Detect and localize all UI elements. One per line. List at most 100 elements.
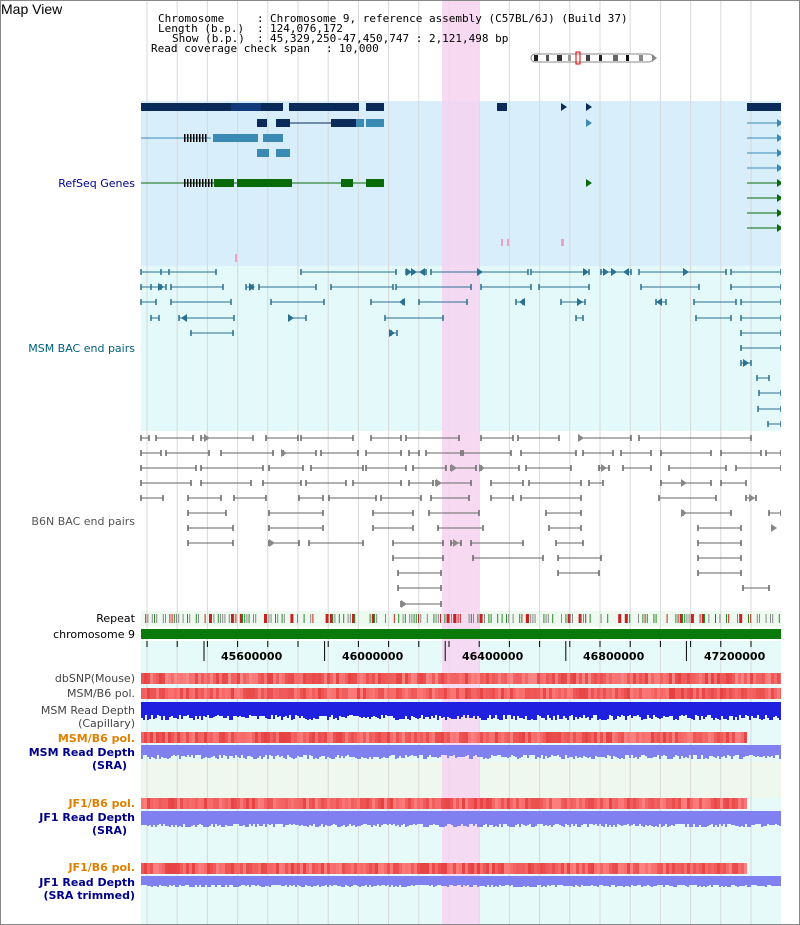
- msm-depth-capillary-bar: [511, 702, 513, 719]
- msm-b6-pol-strip-2: [348, 732, 351, 743]
- jf1-b6-pol-strip-2: [297, 863, 300, 874]
- jf1-b6-pol-strip-2: [573, 863, 576, 874]
- jf1-depth-sra-label[interactable]: JF1 Read Depth (SRA): [1, 811, 135, 837]
- msm-b6-pol-strip: [537, 688, 540, 699]
- jf1-depth-trim-bar: [673, 876, 675, 887]
- jf1-depth-trim-bar: [769, 876, 771, 885]
- msm-depth-capillary-bar: [617, 702, 619, 716]
- jf1-depth-sra-bar: [441, 811, 443, 827]
- msm-depth-capillary-bar: [217, 702, 219, 715]
- jf1-depth-trim-bar: [187, 876, 189, 885]
- jf1-depth-sra-bar: [583, 811, 585, 824]
- dbsnp-strip: [276, 673, 279, 684]
- msm-b6-pol-strip: [684, 688, 687, 699]
- repeat-element: [246, 614, 248, 623]
- msm-depth-capillary-bar: [331, 702, 333, 715]
- b6n-bac-label[interactable]: B6N BAC end pairs: [31, 515, 135, 528]
- chromosome-track-label[interactable]: chromosome 9: [53, 628, 135, 641]
- jf1-b6-pol-strip: [561, 798, 564, 809]
- jf1-depth-trim-bar: [323, 876, 325, 886]
- jf1-depth-sra-bar: [155, 811, 157, 827]
- jf1-depth-trim-bar: [439, 876, 441, 885]
- msm-b6-pol-label-2[interactable]: MSM/B6 pol.: [57, 732, 135, 745]
- jf1-depth-sra-bar: [205, 811, 207, 827]
- msm-depth-capillary-bar: [161, 702, 163, 720]
- msm-depth-capillary-bar: [523, 702, 525, 719]
- msm-depth-sra-label[interactable]: MSM Read Depth (SRA): [1, 746, 135, 772]
- jf1-depth-sra-bar: [261, 811, 263, 826]
- msm-b6-pol-strip-2: [729, 732, 732, 743]
- jf1-b6-pol-strip-2: [555, 863, 558, 874]
- msm-depth-sra-bar: [337, 745, 339, 755]
- jf1-b6-pol-strip-2: [732, 863, 735, 874]
- dbsnp-strip: [696, 673, 699, 684]
- dbsnp-strip: [177, 673, 180, 684]
- jf1-depth-trim-bar: [565, 876, 567, 886]
- msm-depth-capillary-bar: [515, 702, 517, 720]
- jf1-b6-pol-strip-2: [624, 863, 627, 874]
- refseq-genes-label[interactable]: RefSeq Genes: [58, 177, 135, 190]
- jf1-b6-pol-strip: [588, 798, 591, 809]
- jf1-depth-trim-bar: [361, 876, 363, 886]
- jf1-b6-pol-strip-2: [348, 863, 351, 874]
- jf1-b6-pol-strip: [273, 798, 276, 809]
- msm-b6-pol-strip-2: [624, 732, 627, 743]
- dbsnp-strip: [366, 673, 369, 684]
- dbsnp-strip: [150, 673, 153, 684]
- jf1-b6-pol-strip: [231, 798, 234, 809]
- strand-arrow: [451, 464, 457, 472]
- msm-depth-capillary-label[interactable]: MSM Read Depth (Capillary): [1, 704, 135, 730]
- repeat-element: [521, 614, 523, 623]
- jf1-depth-trim-bar: [435, 876, 437, 886]
- jf1-depth-trim-bar: [737, 876, 739, 887]
- jf1-depth-sra-bar: [157, 811, 159, 825]
- msm-depth-sra-bar: [141, 745, 143, 759]
- msm-b6-pol-strip: [180, 688, 183, 699]
- jf1-depth-sra-bar: [331, 811, 333, 825]
- jf1-depth-sra-bar: [431, 811, 433, 825]
- msm-depth-capillary-bar: [555, 702, 557, 720]
- repeat-element: [178, 614, 180, 623]
- msm-depth-sra-bar: [651, 745, 653, 758]
- msm-b6-pol-strip: [444, 688, 447, 699]
- repeat-element: [173, 614, 175, 623]
- jf1-depth-sra-bar: [599, 811, 601, 824]
- jf1-depth-trim-label[interactable]: JF1 Read Depth (SRA trimmed): [1, 876, 135, 902]
- msm-depth-sra-bar: [399, 745, 401, 756]
- repeat-element: [347, 614, 349, 623]
- dbsnp-strip: [444, 673, 447, 684]
- msm-bac-label[interactable]: MSM BAC end pairs: [28, 342, 135, 355]
- msm-depth-capillary-bar: [717, 702, 719, 719]
- jf1-depth-sra-bar: [593, 811, 595, 825]
- jf1-b6-pol-label-1[interactable]: JF1/B6 pol.: [68, 797, 135, 810]
- msm-depth-capillary-bar: [725, 702, 727, 719]
- dbsnp-label[interactable]: dbSNP(Mouse): [54, 672, 135, 685]
- repeat-element: [283, 614, 285, 623]
- msm-depth-capillary-bar: [751, 702, 753, 716]
- msm-b6-pol-label-1[interactable]: MSM/B6 pol.: [67, 687, 135, 700]
- strand-arrow: [578, 434, 584, 442]
- msm-depth-sra-bar: [161, 745, 163, 757]
- msm-b6-pol-strip-2: [621, 732, 624, 743]
- msm-depth-sra-bar: [513, 745, 515, 756]
- msm-depth-capillary-bar: [449, 702, 451, 718]
- jf1-b6-pol-label-2[interactable]: JF1/B6 pol.: [68, 861, 135, 874]
- msm-b6-pol-strip-2: [660, 732, 663, 743]
- jf1-depth-sra-bar: [733, 811, 735, 825]
- jf1-depth-trim-bar: [475, 876, 477, 885]
- header-colon-4: :: [326, 42, 333, 55]
- jf1-b6-pol-strip: [435, 798, 438, 809]
- jf1-depth-sra-bar: [171, 811, 173, 825]
- msm-b6-pol-strip: [609, 688, 612, 699]
- msm-depth-sra-bar: [579, 745, 581, 757]
- jf1-depth-sra-bar: [243, 811, 245, 825]
- repeat-element: [220, 614, 221, 623]
- msm-b6-pol-strip: [381, 688, 384, 699]
- dbsnp-strip: [189, 673, 192, 684]
- jf1-depth-trim-bar: [199, 876, 201, 885]
- jf1-b6-pol-strip-2: [669, 863, 672, 874]
- repeat-label[interactable]: Repeat: [96, 612, 135, 625]
- jf1-depth-sra-bar: [677, 811, 679, 824]
- msm-depth-capillary-bar: [535, 702, 537, 720]
